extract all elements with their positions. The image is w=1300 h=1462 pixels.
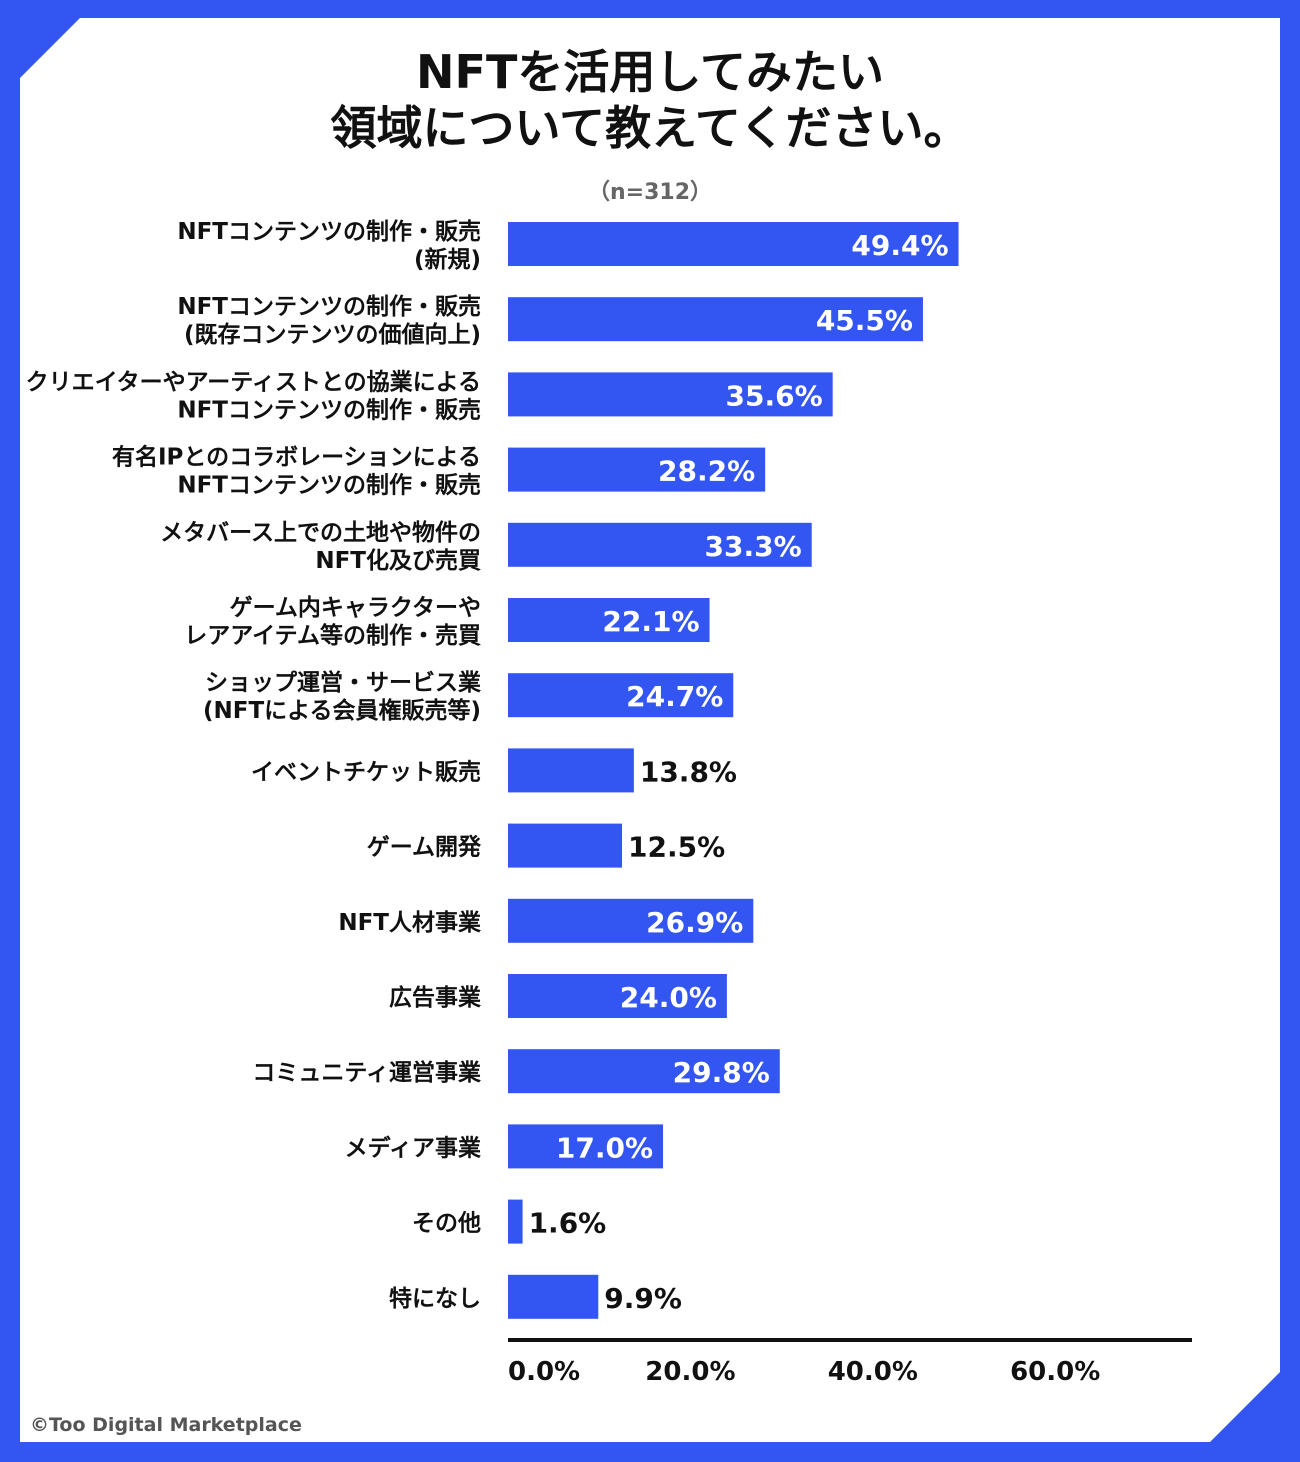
category-label-12-line-0: メディア事業 <box>345 1134 482 1161</box>
chart-title: NFTを活用してみたい 領域について教えてください。 <box>0 44 1300 156</box>
bar-5 <box>508 598 710 642</box>
category-label-3-line-1: NFTコンテンツの制作・販売 <box>177 473 481 499</box>
value-label-13: 1.6% <box>529 1207 607 1240</box>
category-label-4-line-0: メタバース上での土地や物件の <box>160 519 481 546</box>
bar-14 <box>508 1274 599 1319</box>
bar-0 <box>508 222 959 266</box>
copyright-credit: ©Too Digital Marketplace <box>30 1414 302 1436</box>
category-label-10-line-0: 広告事業 <box>389 984 482 1011</box>
category-label-0-line-1: (新規) <box>414 246 481 273</box>
value-label-2: 35.6% <box>726 379 823 412</box>
value-label-1: 45.5% <box>816 304 913 337</box>
value-label-14: 9.9% <box>604 1282 682 1315</box>
category-label-1-line-1: (既存コンテンツの価値向上) <box>184 321 481 348</box>
category-label-4-line-1: NFT化及び売買 <box>315 547 481 574</box>
value-label-9: 26.9% <box>646 906 743 939</box>
category-label-8-line-0: ゲーム開発 <box>367 835 482 861</box>
bar-7 <box>508 748 634 793</box>
bar-3 <box>508 447 766 492</box>
x-tick-label-0: 0.0% <box>508 1357 580 1387</box>
value-label-5: 22.1% <box>602 605 699 638</box>
category-label-6-line-0: ショップ運営・サービス業 <box>205 669 482 696</box>
category-label-11-line-0: コミュニティ運営事業 <box>252 1059 482 1086</box>
category-label-7-line-0: イベントチケット販売 <box>251 759 481 785</box>
bar-12 <box>508 1124 664 1169</box>
category-label-3-line-0: 有名IPとのコラボレーションによる <box>112 444 481 471</box>
bar-8 <box>508 823 622 868</box>
bar-6 <box>508 673 734 718</box>
x-tick-label-1: 20.0% <box>645 1357 735 1387</box>
category-label-2-line-0: クリエイターやアーティストとの協業による <box>26 368 481 395</box>
category-label-14-line-0: 特になし <box>389 1286 481 1312</box>
value-label-0: 49.4% <box>851 229 948 262</box>
value-label-6: 24.7% <box>626 680 723 713</box>
bar-2 <box>508 372 833 417</box>
x-tick-label-2: 40.0% <box>828 1357 918 1387</box>
bar-4 <box>508 522 812 567</box>
bar-10 <box>508 974 727 1018</box>
title-line-2: 領域について教えてください。 <box>330 101 970 155</box>
value-label-7: 13.8% <box>640 755 737 788</box>
value-label-3: 28.2% <box>658 455 755 488</box>
value-label-10: 24.0% <box>620 981 717 1014</box>
category-label-5-line-0: ゲーム内キャラクターや <box>230 595 481 621</box>
category-label-6-line-1: (NFTによる会員権販売等) <box>203 697 481 724</box>
category-label-0-line-0: NFTコンテンツの制作・販売 <box>177 219 481 245</box>
bar-1 <box>508 297 923 342</box>
value-label-8: 12.5% <box>628 831 725 864</box>
category-label-1-line-0: NFTコンテンツの制作・販売 <box>177 294 481 320</box>
title-line-1: NFTを活用してみたい <box>416 45 884 99</box>
category-label-9-line-0: NFT人材事業 <box>338 909 482 936</box>
x-tick-label-3: 60.0% <box>1010 1357 1100 1387</box>
bar-13 <box>508 1199 523 1244</box>
sample-size: （n=312） <box>587 180 713 205</box>
category-label-5-line-1: レアアイテム等の制作・売買 <box>184 622 481 649</box>
category-label-13-line-0: その他 <box>412 1211 481 1237</box>
value-label-11: 29.8% <box>673 1056 770 1089</box>
category-label-2-line-1: NFTコンテンツの制作・販売 <box>177 397 481 423</box>
bar-9 <box>508 898 754 943</box>
bar-11 <box>508 1049 780 1094</box>
value-label-12: 17.0% <box>556 1131 653 1164</box>
value-label-4: 33.3% <box>705 530 802 563</box>
